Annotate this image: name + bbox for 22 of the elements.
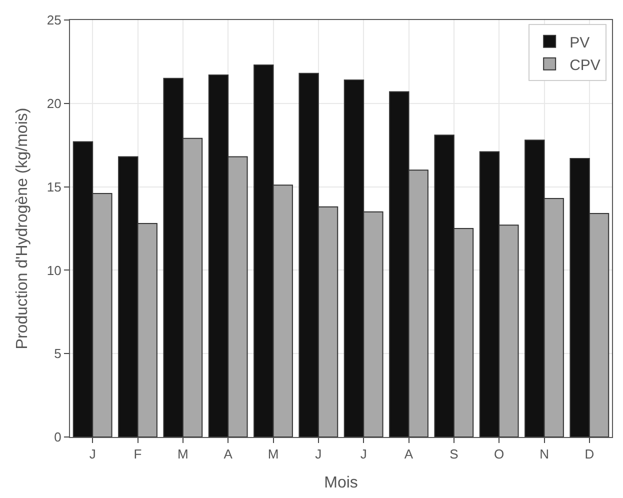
x-tick-label: N [540,446,549,462]
legend-label: PV [570,34,590,52]
x-tick-label: F [134,446,142,462]
y-tick-label: 5 [54,346,62,362]
x-tick-label: M [178,446,188,462]
y-tick-label: 15 [46,179,62,194]
x-tick-label: S [450,446,459,462]
y-tick-label: 20 [46,96,62,111]
x-tick-label: O [494,446,504,462]
y-tick-label: 0 [54,430,62,445]
y-axis-title: Production d'Hydrogène (kg/mois) [14,108,31,350]
x-tick-label: M [268,446,279,462]
y-tick-label: 10 [46,262,62,278]
x-tick-label: A [224,446,233,462]
x-tick-label: J [360,446,367,462]
x-axis-title: Mois [324,474,358,492]
x-tick-label: D [584,446,594,462]
x-tick-label: J [315,446,322,462]
y-tick-label: 25 [46,12,62,28]
legend-label: CPV [570,56,600,74]
x-tick-label: A [404,446,414,462]
x-tick-label: J [89,446,96,462]
